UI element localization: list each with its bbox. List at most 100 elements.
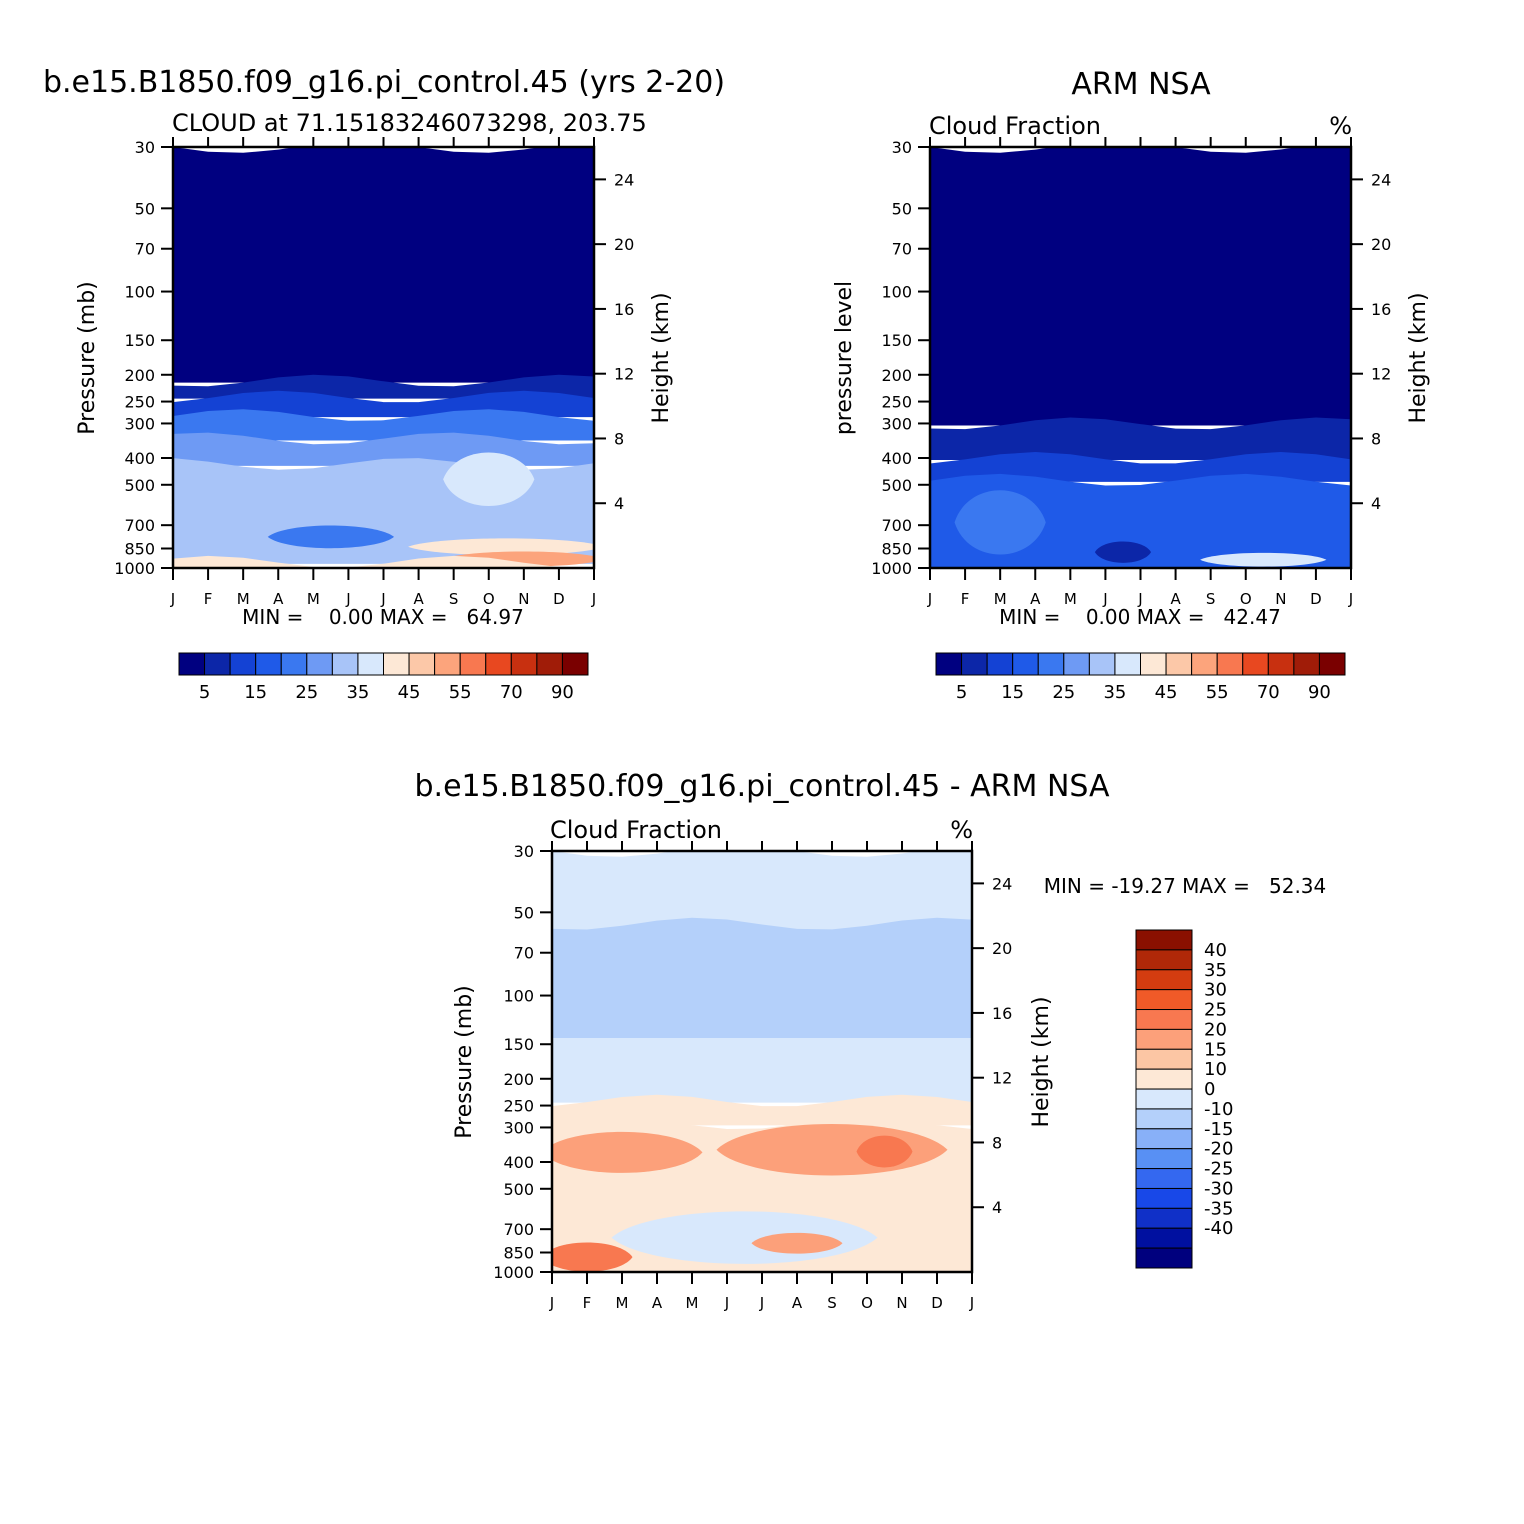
colorbar-swatch xyxy=(1037,652,1065,676)
x-tick-label: O xyxy=(483,590,495,608)
colorbar-swatch xyxy=(1216,652,1244,676)
colorbar-swatch xyxy=(229,652,257,676)
panel-model: b.e15.B1850.f09_g16.pi_control.45 (yrs 2… xyxy=(43,65,725,703)
x-tick-label: A xyxy=(413,590,424,608)
panel-diff-ylabel2: Height (km) xyxy=(1029,996,1054,1127)
y-tick-label: 250 xyxy=(503,1097,534,1116)
x-tick-label: A xyxy=(273,590,284,608)
y-tick-label: 70 xyxy=(514,944,534,963)
colorbar-swatch xyxy=(1114,652,1141,676)
y-tick-label: 250 xyxy=(124,393,155,412)
x-tick-label: J xyxy=(1137,590,1142,608)
panel-obs-right-label: % xyxy=(1329,112,1352,140)
x-tick-label: J xyxy=(759,1294,764,1312)
y2-tick-label: 12 xyxy=(992,1069,1012,1088)
colorbar-swatch xyxy=(485,652,512,676)
colorbar-label: 70 xyxy=(1257,682,1280,703)
colorbar-swatch xyxy=(1063,652,1090,676)
panel-obs: ARM NSA Cloud Fraction % J F M A M J J A S O N D J 30… xyxy=(832,67,1431,703)
y-tick-label: 700 xyxy=(503,1220,534,1239)
panel-obs-left-label: Cloud Fraction xyxy=(929,112,1101,140)
y-tick-label: 100 xyxy=(124,283,155,302)
colorbar-swatch xyxy=(408,652,436,676)
x-tick-label: N xyxy=(1275,590,1286,608)
y-tick-label: 50 xyxy=(892,199,912,218)
y2-tick-label: 16 xyxy=(614,300,634,319)
contour-zone xyxy=(443,452,535,506)
colorbar-model: 5 15 25 35 45 55 70 90 xyxy=(178,652,589,703)
y2-tick-label: 16 xyxy=(992,1004,1012,1023)
contour-zone xyxy=(954,490,1046,555)
y-tick-label: 70 xyxy=(135,240,155,259)
colorbar-label: 10 xyxy=(1204,1059,1227,1080)
x-tick-label: N xyxy=(896,1294,907,1312)
y-tick-label: 700 xyxy=(124,516,155,535)
y2-tick-label: 20 xyxy=(992,939,1012,958)
colorbar-label: 20 xyxy=(1204,1019,1227,1040)
x-tick-label: J xyxy=(170,590,175,608)
colorbar-swatch xyxy=(1135,1048,1193,1070)
x-tick-label: D xyxy=(1310,590,1322,608)
x-tick-label: M xyxy=(307,590,320,608)
colorbar-label: -15 xyxy=(1204,1119,1233,1140)
colorbar-label: 15 xyxy=(1001,682,1024,703)
colorbar-swatch xyxy=(459,652,487,676)
y-tick-label: 50 xyxy=(135,199,155,218)
colorbar-swatch xyxy=(1140,652,1167,676)
y2-tick-label: 24 xyxy=(992,874,1012,893)
x-tick-label: F xyxy=(204,590,213,608)
colorbar-label: 35 xyxy=(346,682,369,703)
colorbar-swatch xyxy=(536,652,563,676)
colorbar-swatch xyxy=(1135,1247,1193,1269)
colorbar-swatch xyxy=(510,652,538,676)
x-tick-label: M xyxy=(994,590,1007,608)
panel-diff: b.e15.B1850.f09_g16.pi_control.45 - ARM … xyxy=(414,769,1326,1312)
colorbar-label: 90 xyxy=(1308,682,1331,703)
contour-zone xyxy=(552,1242,633,1272)
colorbar-label: 35 xyxy=(1103,682,1126,703)
y-tick-label: 150 xyxy=(503,1035,534,1054)
y-tick-label: 400 xyxy=(503,1153,534,1172)
colorbar-swatch xyxy=(1135,1187,1193,1209)
panel-obs-suptitle: ARM NSA xyxy=(1071,67,1211,102)
colorbar-label: -40 xyxy=(1204,1218,1233,1239)
y2-tick-label: 24 xyxy=(614,170,634,189)
panel-obs-stats: MIN = 0.00 MAX = 42.47 xyxy=(999,605,1281,629)
y-tick-label: 700 xyxy=(881,516,912,535)
x-tick-label: D xyxy=(931,1294,943,1312)
y-tick-label: 150 xyxy=(881,331,912,350)
y-tick-label: 1000 xyxy=(871,559,912,578)
contour-zone xyxy=(552,1131,703,1173)
colorbar-swatch xyxy=(204,652,231,676)
colorbar-swatch xyxy=(1135,1227,1193,1249)
y2-tick-label: 8 xyxy=(1371,429,1381,448)
y-tick-label: 100 xyxy=(503,987,534,1006)
colorbar-swatch xyxy=(1135,929,1193,951)
contour-zone xyxy=(267,525,395,549)
x-tick-label: A xyxy=(1030,590,1041,608)
contour-zone xyxy=(173,147,594,383)
y-tick-label: 300 xyxy=(124,414,155,433)
axes-diff: J F M A M J J A S O N D J 30 50 70 100 150 200 250 300 400 500… xyxy=(493,841,1012,1312)
panel-diff-left-label: Cloud Fraction xyxy=(550,816,722,844)
colorbar-label: -20 xyxy=(1204,1139,1233,1160)
colorbar-swatch xyxy=(1088,652,1116,676)
colorbar-swatch xyxy=(1135,989,1193,1011)
x-tick-label: O xyxy=(1240,590,1252,608)
panel-diff-right-label: % xyxy=(950,816,973,844)
contour-zone xyxy=(408,538,594,556)
x-tick-label: A xyxy=(1170,590,1181,608)
colorbar-swatch xyxy=(306,652,333,676)
y-tick-label: 400 xyxy=(124,449,155,468)
x-tick-label: N xyxy=(518,590,529,608)
y-tick-label: 30 xyxy=(135,138,155,157)
y-tick-label: 1000 xyxy=(114,559,155,578)
colorbar-swatch xyxy=(1135,1148,1193,1170)
x-tick-label: S xyxy=(449,590,459,608)
y2-tick-label: 4 xyxy=(614,494,624,513)
x-tick-label: F xyxy=(961,590,970,608)
y-tick-label: 500 xyxy=(881,476,912,495)
x-tick-label: J xyxy=(591,590,596,608)
colorbar-label: 35 xyxy=(1204,960,1227,981)
y-tick-label: 200 xyxy=(881,366,912,385)
